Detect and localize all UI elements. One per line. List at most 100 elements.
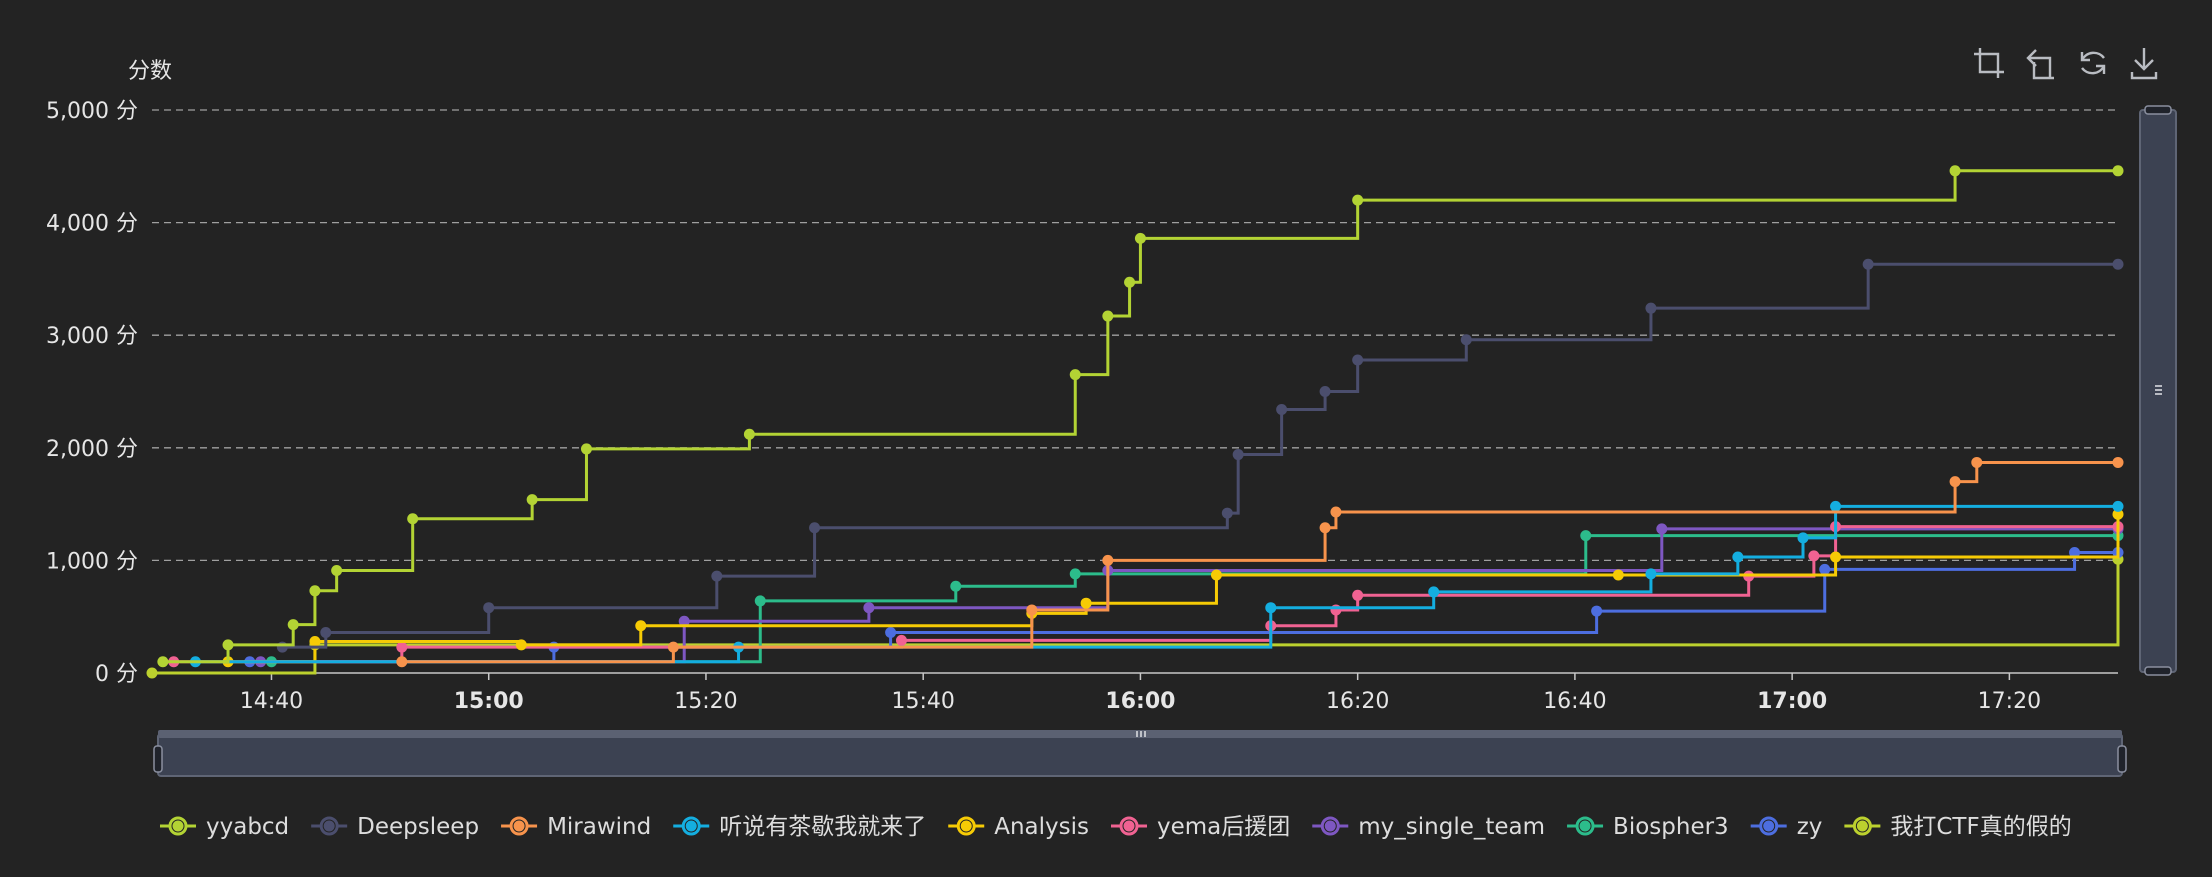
series-3-point[interactable]: [1645, 568, 1657, 580]
series-3-point[interactable]: [1797, 532, 1809, 544]
series-8-point[interactable]: [2069, 547, 2081, 559]
series-6-point[interactable]: [863, 602, 875, 614]
series-8-point[interactable]: [1591, 605, 1603, 617]
series-5-point[interactable]: [1330, 604, 1342, 616]
series-0-point[interactable]: [157, 656, 169, 668]
legend-label: 我打CTF真的假的: [1890, 814, 2071, 840]
series-3-point[interactable]: [1830, 500, 1842, 512]
legend-item-0[interactable]: yyabcd: [160, 814, 289, 840]
series-6-point[interactable]: [1656, 523, 1668, 535]
series-0-point[interactable]: [743, 428, 755, 440]
series-6-point[interactable]: [678, 615, 690, 627]
series-0-point[interactable]: [1949, 165, 1961, 177]
series-0-point[interactable]: [1124, 276, 1136, 288]
series-0-point[interactable]: [309, 585, 321, 597]
series-1-point[interactable]: [1276, 404, 1288, 416]
series-1-point[interactable]: [1460, 334, 1472, 346]
series-0-point[interactable]: [407, 513, 419, 525]
series-0-point[interactable]: [222, 639, 234, 651]
y-zoom-handle-top[interactable]: [2144, 105, 2172, 115]
series-5-point[interactable]: [1808, 550, 1820, 562]
series-2-point[interactable]: [1949, 476, 1961, 488]
series-4-point[interactable]: [1830, 551, 1842, 563]
series-0-point[interactable]: [287, 619, 299, 631]
legend-item-6[interactable]: my_single_team: [1312, 814, 1545, 840]
series-0-point[interactable]: [580, 443, 592, 455]
series-2-point[interactable]: [1319, 522, 1331, 534]
series-1-point[interactable]: [809, 522, 821, 534]
y-tick-label: 3,000 分: [46, 324, 138, 349]
legend-item-9[interactable]: 我打CTF真的假的: [1844, 814, 2072, 840]
legend-item-8[interactable]: zy: [1750, 814, 1823, 840]
series-1-point[interactable]: [483, 602, 495, 614]
legend-item-5[interactable]: yema后援团: [1111, 814, 1290, 840]
series-7: [265, 530, 2124, 668]
series-3-point[interactable]: [1428, 586, 1440, 598]
x-zoom-slider[interactable]: [153, 730, 2127, 777]
series-2-point[interactable]: [1026, 604, 1038, 616]
series-1-point[interactable]: [1862, 258, 1874, 270]
series-4-point[interactable]: [1210, 569, 1222, 581]
legend-label: Biospher3: [1613, 814, 1729, 840]
series-0-point[interactable]: [331, 565, 343, 577]
series-4-point[interactable]: [515, 639, 527, 651]
x-tick-label: 15:20: [674, 689, 737, 714]
series-7-point[interactable]: [1069, 568, 1081, 580]
legend-item-2[interactable]: Mirawind: [501, 814, 651, 840]
series-1-point[interactable]: [711, 570, 723, 582]
y-zoom-handle-bottom[interactable]: [2144, 666, 2172, 676]
series-1-point[interactable]: [1352, 354, 1364, 366]
series-3-point[interactable]: [1732, 551, 1744, 563]
series-4-point[interactable]: [635, 620, 647, 632]
series-2-point[interactable]: [1330, 506, 1342, 518]
series-4-point[interactable]: [309, 635, 321, 647]
download-icon[interactable]: [2130, 48, 2158, 80]
series-1-point[interactable]: [1221, 507, 1233, 519]
series-3-point[interactable]: [1265, 602, 1277, 614]
series-0-point[interactable]: [2112, 165, 2124, 177]
series-1-point[interactable]: [276, 641, 288, 653]
x-zoom-handle-left[interactable]: [153, 745, 163, 773]
legend-item-1[interactable]: Deepsleep: [311, 814, 479, 840]
series-0-point[interactable]: [1352, 194, 1364, 206]
x-zoom-handle-right[interactable]: [2117, 745, 2127, 773]
series-2-point[interactable]: [1971, 456, 1983, 468]
series-0-point[interactable]: [1069, 369, 1081, 381]
series-2-point[interactable]: [2112, 456, 2124, 468]
series-1-point[interactable]: [320, 626, 332, 638]
legend-item-7[interactable]: Biospher3: [1567, 814, 1729, 840]
series-1-point[interactable]: [2112, 258, 2124, 270]
series-6: [255, 523, 2124, 668]
series-0-point[interactable]: [1102, 310, 1114, 322]
series-7-point[interactable]: [950, 580, 962, 592]
series-2-point[interactable]: [396, 656, 408, 668]
series-7-point[interactable]: [1580, 530, 1592, 542]
series-4-point[interactable]: [1080, 597, 1092, 609]
series-1-point[interactable]: [1319, 386, 1331, 397]
series-1-point[interactable]: [1645, 302, 1657, 314]
series-9-point[interactable]: [146, 667, 158, 679]
series-7-point[interactable]: [754, 595, 766, 607]
x-tick-label: 15:00: [454, 689, 524, 714]
series-4-point[interactable]: [1612, 569, 1624, 581]
y-zoom-slider[interactable]: [2139, 105, 2177, 676]
series-4-point[interactable]: [2112, 508, 2124, 520]
series-8-point[interactable]: [1819, 563, 1831, 575]
series-0-point[interactable]: [526, 494, 538, 506]
series-8-point[interactable]: [885, 626, 897, 638]
series-1-point[interactable]: [1232, 449, 1244, 461]
series-2-point[interactable]: [1102, 554, 1114, 566]
series-2-point[interactable]: [667, 641, 679, 653]
legend-item-4[interactable]: Analysis: [948, 814, 1089, 840]
series-4-line: [228, 514, 2120, 664]
zoom-reset-icon[interactable]: [2026, 49, 2054, 80]
zoom-select-icon[interactable]: [1974, 48, 2004, 78]
series-5-point[interactable]: [396, 641, 408, 653]
series-3-point[interactable]: [2112, 500, 2124, 512]
series-5-point[interactable]: [1352, 589, 1364, 601]
restore-icon[interactable]: [2080, 51, 2106, 75]
series-5-point[interactable]: [895, 634, 907, 646]
series-0-point[interactable]: [1134, 232, 1146, 244]
legend-item-3[interactable]: 听说有茶歇我就来了: [673, 814, 926, 840]
